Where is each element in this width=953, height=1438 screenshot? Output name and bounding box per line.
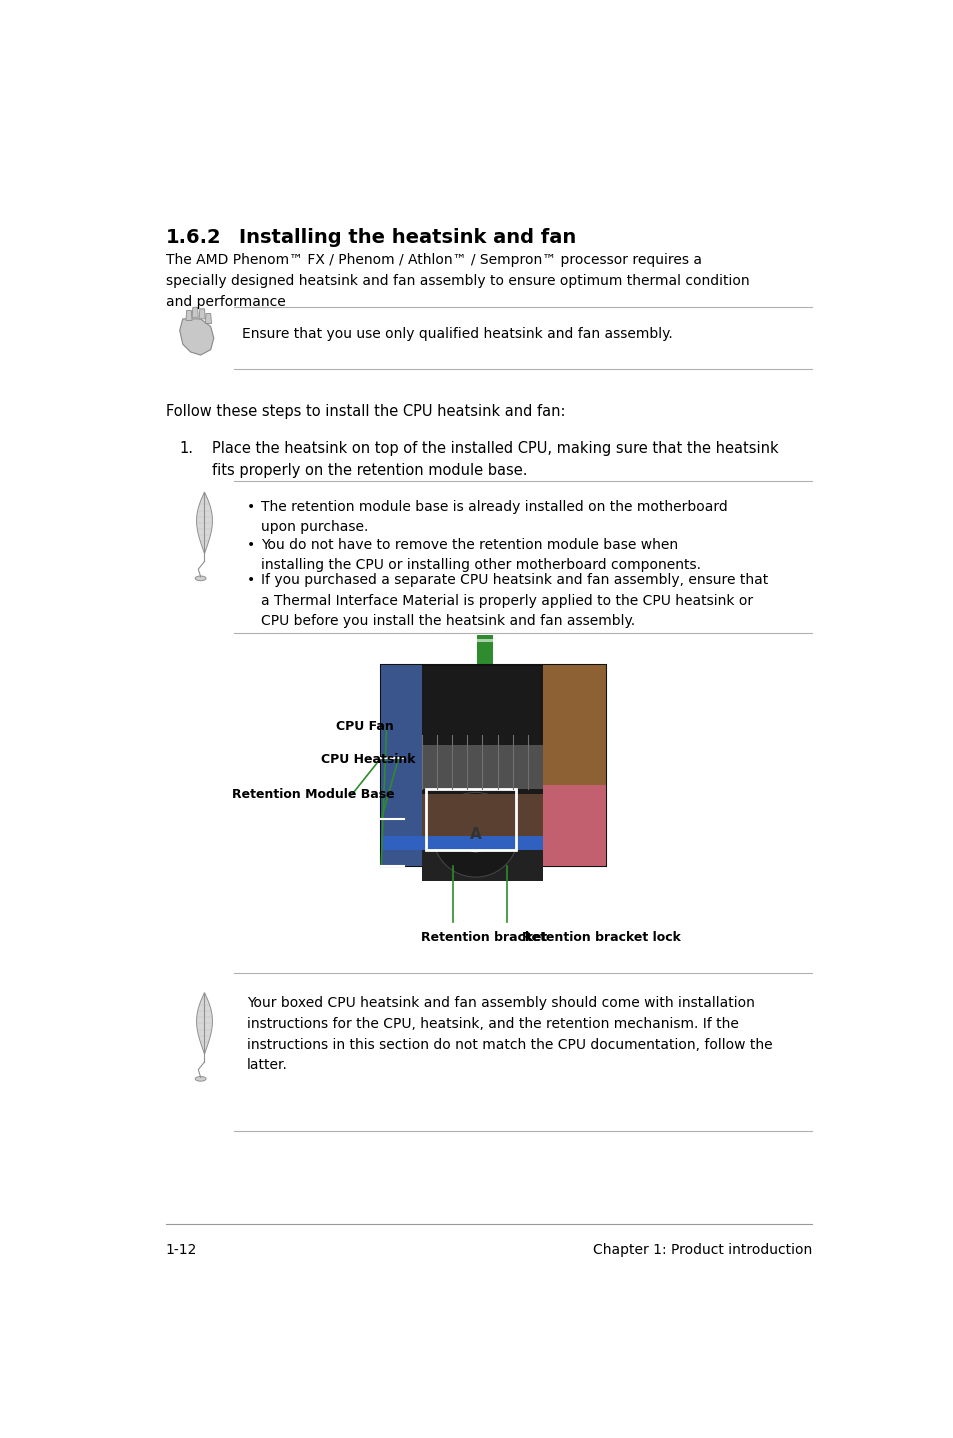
Text: Retention bracket: Retention bracket — [421, 930, 547, 943]
Text: 1-12: 1-12 — [166, 1242, 197, 1257]
Polygon shape — [192, 308, 198, 318]
Polygon shape — [199, 309, 205, 319]
Bar — [542, 785, 605, 866]
Polygon shape — [196, 992, 213, 1054]
Text: Retention Module Base: Retention Module Base — [232, 788, 394, 801]
Text: Follow these steps to install the CPU heatsink and fan:: Follow these steps to install the CPU he… — [166, 404, 565, 418]
Text: Installing the heatsink and fan: Installing the heatsink and fan — [239, 229, 576, 247]
Text: CPU Heatsink: CPU Heatsink — [320, 754, 415, 766]
Bar — [421, 794, 542, 850]
Text: Retention bracket lock: Retention bracket lock — [521, 930, 680, 943]
Polygon shape — [196, 492, 213, 554]
Bar — [381, 666, 421, 866]
Text: Ensure that you use only qualified heatsink and fan assembly.: Ensure that you use only qualified heats… — [241, 328, 672, 341]
Polygon shape — [186, 311, 192, 321]
Ellipse shape — [195, 577, 206, 581]
Text: The retention module base is already installed on the motherboard
upon purchase.: The retention module base is already ins… — [261, 500, 727, 535]
Bar — [421, 745, 542, 788]
Bar — [381, 666, 605, 866]
Text: CPU Fan: CPU Fan — [335, 720, 394, 733]
Text: Chapter 1: Product introduction: Chapter 1: Product introduction — [592, 1242, 811, 1257]
Text: Your boxed CPU heatsink and fan assembly should come with installation
instructi: Your boxed CPU heatsink and fan assembly… — [247, 997, 772, 1073]
Text: You do not have to remove the retention module base when
installing the CPU or i: You do not have to remove the retention … — [261, 538, 700, 572]
Text: Place the heatsink on top of the installed CPU, making sure that the heatsink
fi: Place the heatsink on top of the install… — [212, 440, 778, 477]
Text: 1.6.2: 1.6.2 — [166, 229, 221, 247]
Polygon shape — [179, 319, 213, 355]
Bar — [421, 805, 542, 881]
Text: A: A — [469, 827, 481, 843]
Polygon shape — [468, 669, 501, 690]
Text: 1.: 1. — [179, 440, 193, 456]
Bar — [426, 788, 516, 850]
Text: The AMD Phenom™ FX / Phenom / Athlon™ / Sempron™ processor requires a
specially : The AMD Phenom™ FX / Phenom / Athlon™ / … — [166, 253, 749, 309]
Text: If you purchased a separate CPU heatsink and fan assembly, ensure that
a Thermal: If you purchased a separate CPU heatsink… — [261, 572, 767, 628]
Bar — [381, 837, 542, 850]
Text: •: • — [247, 500, 255, 513]
Bar — [476, 638, 493, 643]
Ellipse shape — [195, 1077, 206, 1081]
Polygon shape — [205, 313, 212, 324]
Bar — [476, 634, 493, 669]
Circle shape — [458, 818, 492, 851]
Circle shape — [433, 792, 517, 877]
Bar — [542, 666, 605, 866]
Text: •: • — [247, 572, 255, 587]
Text: •: • — [247, 538, 255, 552]
